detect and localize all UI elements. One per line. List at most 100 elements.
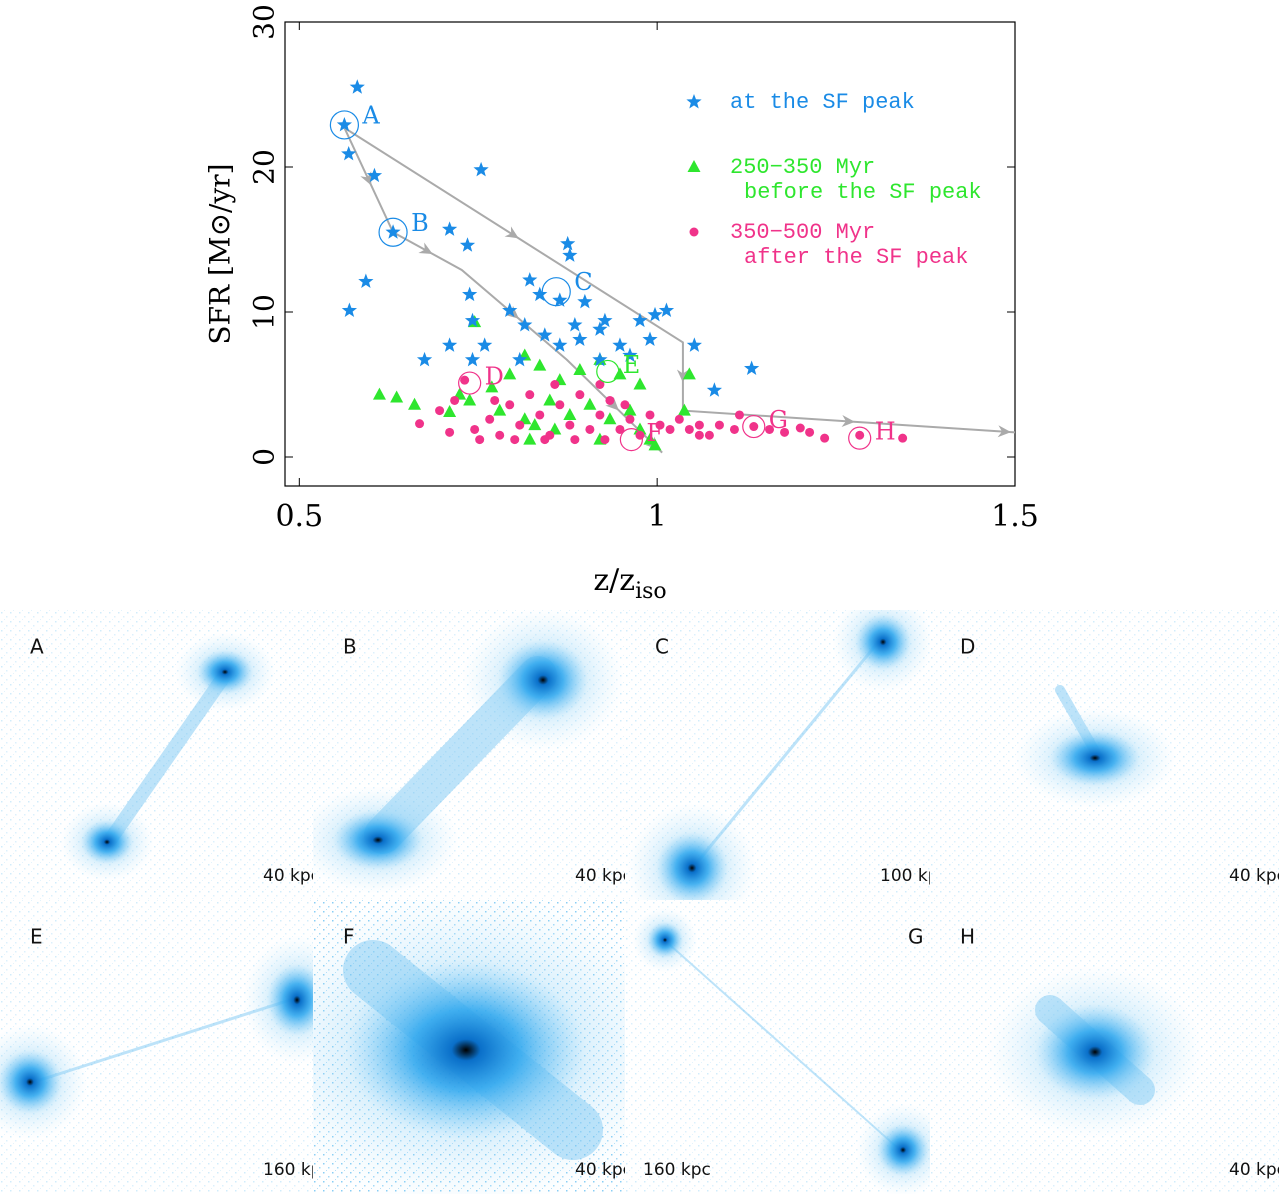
panel-label: C [655, 635, 669, 659]
star-point [552, 292, 568, 307]
panel-scale: 160 kpc [263, 1160, 331, 1180]
triangle-point [543, 393, 557, 406]
circle-point [505, 400, 515, 410]
legend-line: at the SF peak [730, 90, 915, 115]
circle-point [555, 400, 565, 410]
annotation-label: G [769, 406, 788, 434]
galaxy-core [81, 820, 133, 864]
panel-label: H [960, 925, 975, 949]
galaxy-core [1035, 1004, 1155, 1100]
triangle-point [623, 403, 637, 416]
panel-scale: 40 kpc [263, 866, 320, 886]
star-point [341, 145, 357, 161]
track-arrow [418, 242, 433, 254]
track-arrow [841, 415, 855, 428]
star-point [592, 351, 608, 367]
star-point [358, 273, 374, 289]
circle-point [820, 433, 830, 443]
triangle-point [613, 367, 627, 380]
tidal-bridge [669, 944, 901, 1151]
y-tick-label: 20 [248, 149, 281, 185]
galaxy-core [267, 964, 313, 1036]
star-point [459, 237, 476, 252]
x-tick-label: 0.5 [275, 499, 323, 534]
circle-point [595, 380, 605, 389]
star-point [642, 331, 658, 347]
circle-point [605, 395, 615, 405]
panel-label: B [343, 635, 357, 659]
track-arrow [504, 226, 519, 239]
annotation-circle [848, 426, 872, 450]
annotation-label: C [574, 268, 592, 296]
image-panel: A 40 kpc [0, 610, 320, 900]
star-point [622, 347, 638, 362]
annotation-label: F [646, 419, 663, 447]
star-point [577, 293, 593, 309]
panel-scale: 100 kpc [880, 866, 948, 886]
panel-content: A 40 kpc [0, 610, 320, 900]
image-panel: H 40 kpc [930, 900, 1279, 1194]
star-point [416, 351, 433, 367]
star-point [464, 351, 481, 367]
circle-point [749, 422, 759, 432]
panel-scale: 40 kpc [1229, 866, 1279, 886]
circle-point [765, 424, 775, 434]
legend-line: after the SF peak [744, 245, 968, 270]
panel-label: E [30, 925, 43, 949]
star-point [441, 337, 458, 352]
panel-label: D [960, 635, 975, 659]
annotation-circle [458, 371, 482, 395]
annotation-circle [378, 217, 408, 247]
annotation-label: D [485, 363, 504, 391]
circle-point [510, 435, 520, 445]
circle-point [535, 410, 545, 420]
triangle-point [390, 390, 404, 403]
panel-content: F 40 kpc [313, 900, 632, 1194]
panel-content: B 40 kpc [313, 610, 625, 900]
x-axis-label-sub: iso [635, 579, 667, 604]
track-arrow [505, 305, 519, 319]
image-panel: F 40 kpc [313, 900, 632, 1194]
galaxy-core [855, 614, 911, 670]
x-tick-label: 1 [648, 499, 667, 534]
circle-point [495, 430, 505, 440]
circle-point [704, 430, 714, 440]
annotation-label: H [875, 418, 896, 446]
star-point [532, 286, 548, 302]
image-panel: D 40 kpc [930, 610, 1279, 900]
circle-point [570, 435, 580, 445]
triangle-point [443, 405, 457, 418]
circle-point [855, 430, 865, 440]
panel-content: E 160 kpc [0, 900, 331, 1194]
star-point [349, 79, 365, 94]
x-axis-label: z/ziso [593, 563, 666, 604]
annotation-label: B [411, 209, 429, 237]
triangle-point [503, 367, 517, 380]
circle-point [450, 395, 460, 405]
circle-point [729, 424, 739, 434]
circle-point [540, 435, 550, 445]
circle-point [645, 410, 655, 420]
annotation-label: E [623, 351, 641, 379]
circle-point [684, 424, 694, 434]
annotation-circle [541, 277, 571, 307]
circle-point [625, 414, 635, 424]
galaxy-core [498, 640, 588, 720]
circle-point [460, 375, 470, 385]
triangle-point [633, 422, 647, 435]
circle-point [674, 414, 684, 424]
panel-scale: 40 kpc [575, 1160, 632, 1180]
circle-point [415, 419, 425, 429]
legend-label: 250−350 Myr before the SF peak [730, 155, 982, 205]
triangle-point [463, 393, 477, 406]
galaxy-core [197, 650, 253, 694]
galaxy-core [647, 922, 683, 958]
annotation-label: A [361, 101, 380, 129]
circle-point [714, 420, 724, 430]
track-arrow [997, 425, 1012, 438]
star-point [341, 302, 358, 318]
circle-point [795, 423, 805, 433]
circle-point [445, 427, 455, 437]
